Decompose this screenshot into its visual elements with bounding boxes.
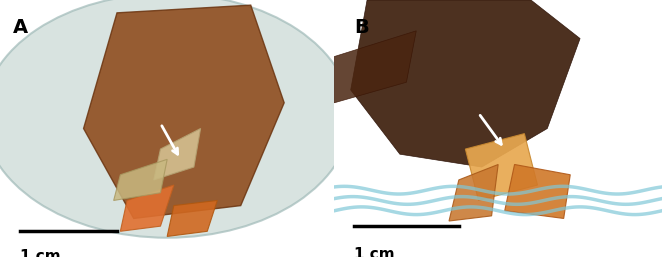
Polygon shape [465,134,538,200]
Polygon shape [120,185,174,231]
Polygon shape [449,164,498,221]
Polygon shape [114,159,167,200]
Polygon shape [83,5,284,218]
Polygon shape [504,164,570,218]
Text: 1 cm: 1 cm [354,247,395,257]
Ellipse shape [0,0,351,238]
Polygon shape [154,128,201,180]
Text: A: A [13,18,28,37]
Text: B: B [354,18,369,37]
Text: 1 cm: 1 cm [20,249,61,257]
Polygon shape [351,0,580,167]
Polygon shape [334,31,416,103]
Polygon shape [167,200,217,236]
